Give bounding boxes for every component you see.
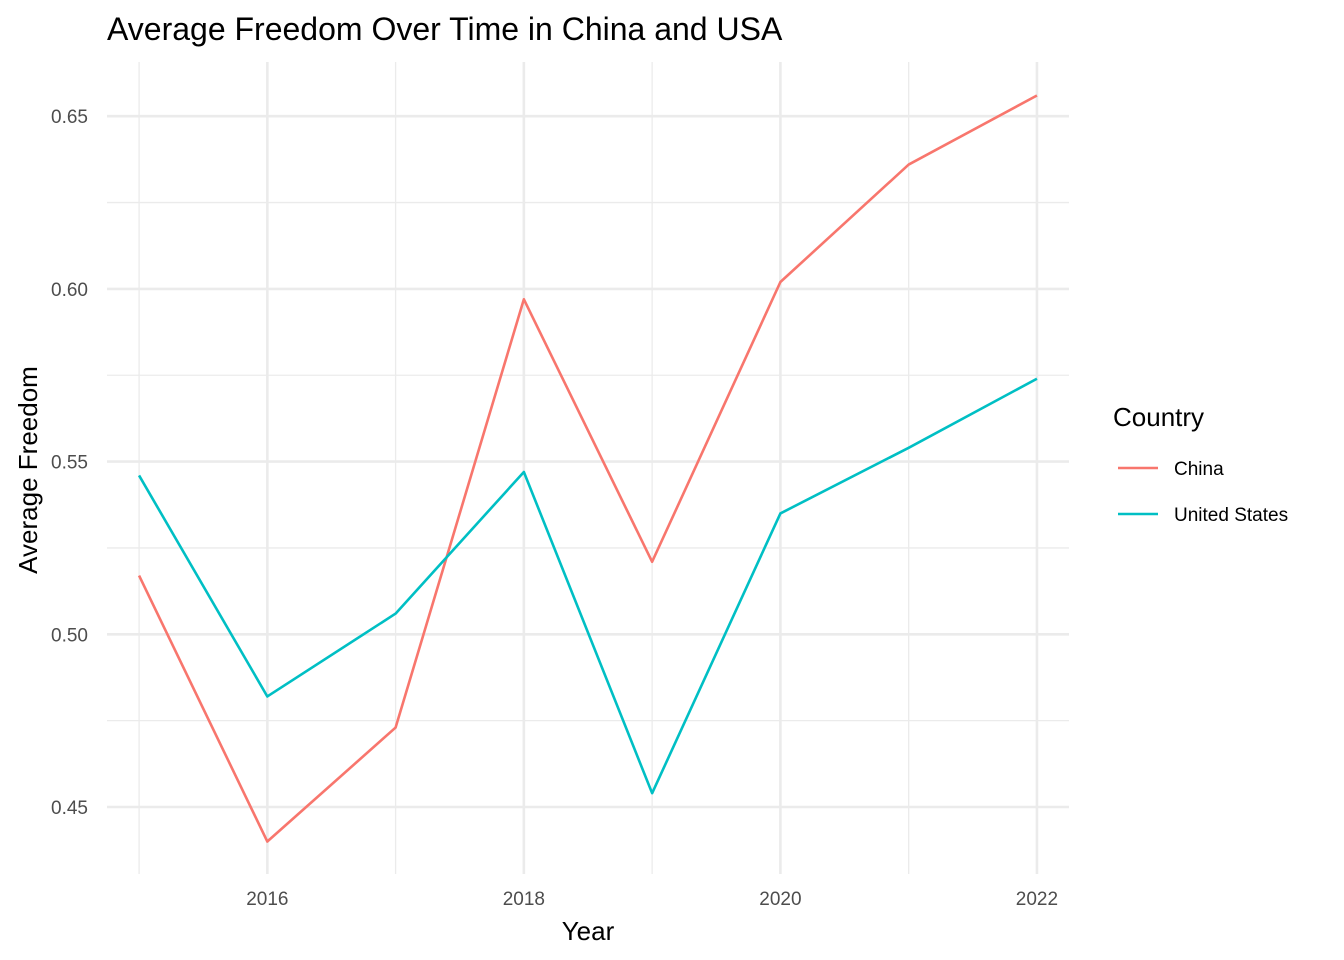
y-tick-label: 0.50 xyxy=(51,625,88,646)
legend-item: China xyxy=(1118,459,1224,480)
y-axis-title: Average Freedom xyxy=(13,366,43,574)
y-tick-label: 0.45 xyxy=(51,798,88,819)
x-tick-label: 2016 xyxy=(246,889,288,910)
x-tick-label: 2018 xyxy=(503,889,545,910)
series-lines xyxy=(137,94,1038,843)
x-tick-label: 2022 xyxy=(1016,889,1058,910)
chart-title: Average Freedom Over Time in China and U… xyxy=(107,11,783,47)
x-axis-tick-labels: 2016 2018 2020 2022 xyxy=(246,889,1058,910)
legend-label: United States xyxy=(1174,505,1288,526)
y-tick-label: 0.60 xyxy=(51,280,88,301)
legend-title: Country xyxy=(1113,402,1204,432)
series-line-united-states xyxy=(137,377,1038,795)
legend: Country China United States xyxy=(1113,402,1288,526)
y-axis-tick-labels: 0.45 0.50 0.55 0.60 0.65 xyxy=(51,107,88,819)
major-gridlines xyxy=(107,62,1069,874)
legend-label: China xyxy=(1174,459,1224,480)
x-axis-title: Year xyxy=(562,916,615,946)
series-line-china xyxy=(137,94,1038,843)
minor-gridlines xyxy=(107,62,1069,874)
legend-item: United States xyxy=(1118,505,1288,526)
y-tick-label: 0.65 xyxy=(51,107,88,128)
x-tick-label: 2020 xyxy=(759,889,801,910)
y-tick-label: 0.55 xyxy=(51,453,88,474)
legend-items: China United States xyxy=(1118,459,1288,526)
